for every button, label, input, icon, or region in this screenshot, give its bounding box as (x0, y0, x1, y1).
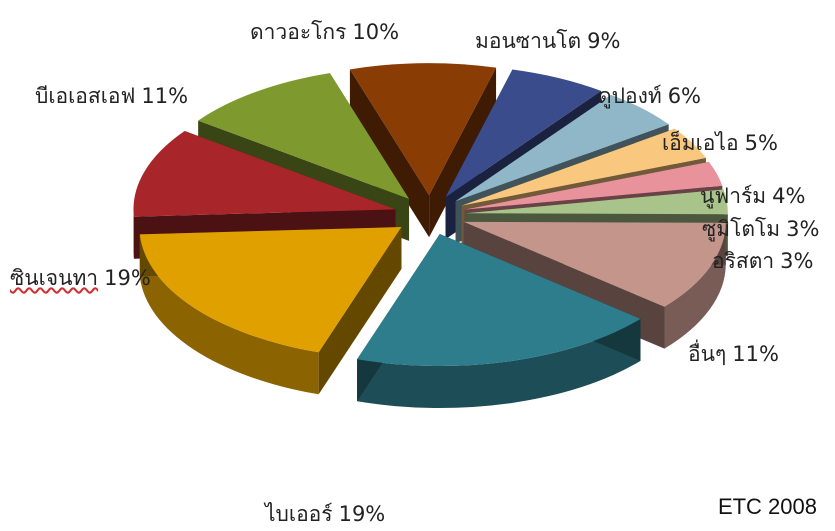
label-sumitomo-name: ซูมิโตโม (702, 217, 780, 241)
label-basf-value: 11% (141, 84, 188, 108)
label-dowagro-value: 10% (352, 20, 399, 44)
label-basf-name: บีเอเอสเอฟ (35, 84, 135, 108)
label-dupont: ดูปองท์6% (598, 80, 701, 113)
label-others-value: 11% (732, 342, 779, 366)
label-sumitomo-value: 3% (786, 217, 819, 241)
label-dupont-name: ดูปองท์ (598, 84, 662, 108)
label-mai-value: 5% (745, 131, 778, 155)
label-others-name: อื่นๆ (688, 342, 726, 366)
label-arysta-value: 3% (780, 249, 813, 273)
label-bayer: ไบเออร์19% (265, 498, 385, 531)
source-note: ETC 2008 (718, 494, 817, 520)
label-arysta-name: อริสตา (712, 249, 774, 273)
label-monsanto-value: 9% (587, 29, 620, 53)
label-mai-name: เอ็มเอไอ (662, 131, 739, 155)
label-monsanto-name: มอนซานโต (475, 29, 581, 53)
label-bayer-value: 19% (339, 502, 386, 526)
label-nufarm-value: 4% (772, 184, 805, 208)
label-syngenta-value: 19% (104, 266, 151, 290)
label-dupont-value: 6% (668, 84, 701, 108)
label-syngenta-name: ซินเจนทา (10, 266, 98, 290)
label-nufarm-name: นูฟาร์ม (700, 184, 766, 208)
label-bayer-name: ไบเออร์ (265, 502, 333, 526)
label-dowagro-name: ดาวอะโกร (250, 20, 346, 44)
